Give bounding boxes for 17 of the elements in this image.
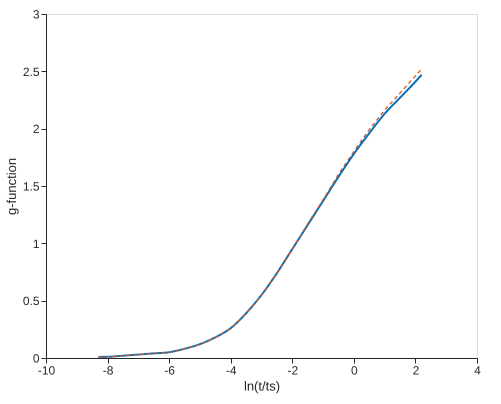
x-tick-label: 0 bbox=[351, 364, 358, 378]
y-tick-label: 1 bbox=[32, 236, 40, 251]
y-tick-label: 2 bbox=[32, 122, 40, 136]
y-tick-label: 0.5 bbox=[22, 294, 40, 308]
y-tick-label: 1.5 bbox=[22, 180, 40, 194]
x-tick-label: -6 bbox=[164, 364, 176, 378]
x-tick-label: 4 bbox=[474, 364, 482, 378]
y-axis-title: g-function bbox=[4, 158, 19, 216]
y-tick-label: 3 bbox=[32, 8, 40, 22]
x-tick-label: -4 bbox=[226, 364, 237, 378]
x-tick-label: -8 bbox=[102, 364, 114, 378]
y-tick-label: 0 bbox=[32, 352, 40, 366]
y-tick-label: 2.5 bbox=[22, 64, 40, 79]
x-axis-title: ln(t/ts) bbox=[244, 378, 280, 394]
x-tick-label: 2 bbox=[412, 364, 420, 378]
x-tick-label: -10 bbox=[38, 364, 56, 378]
x-tick-label: -2 bbox=[287, 364, 298, 378]
